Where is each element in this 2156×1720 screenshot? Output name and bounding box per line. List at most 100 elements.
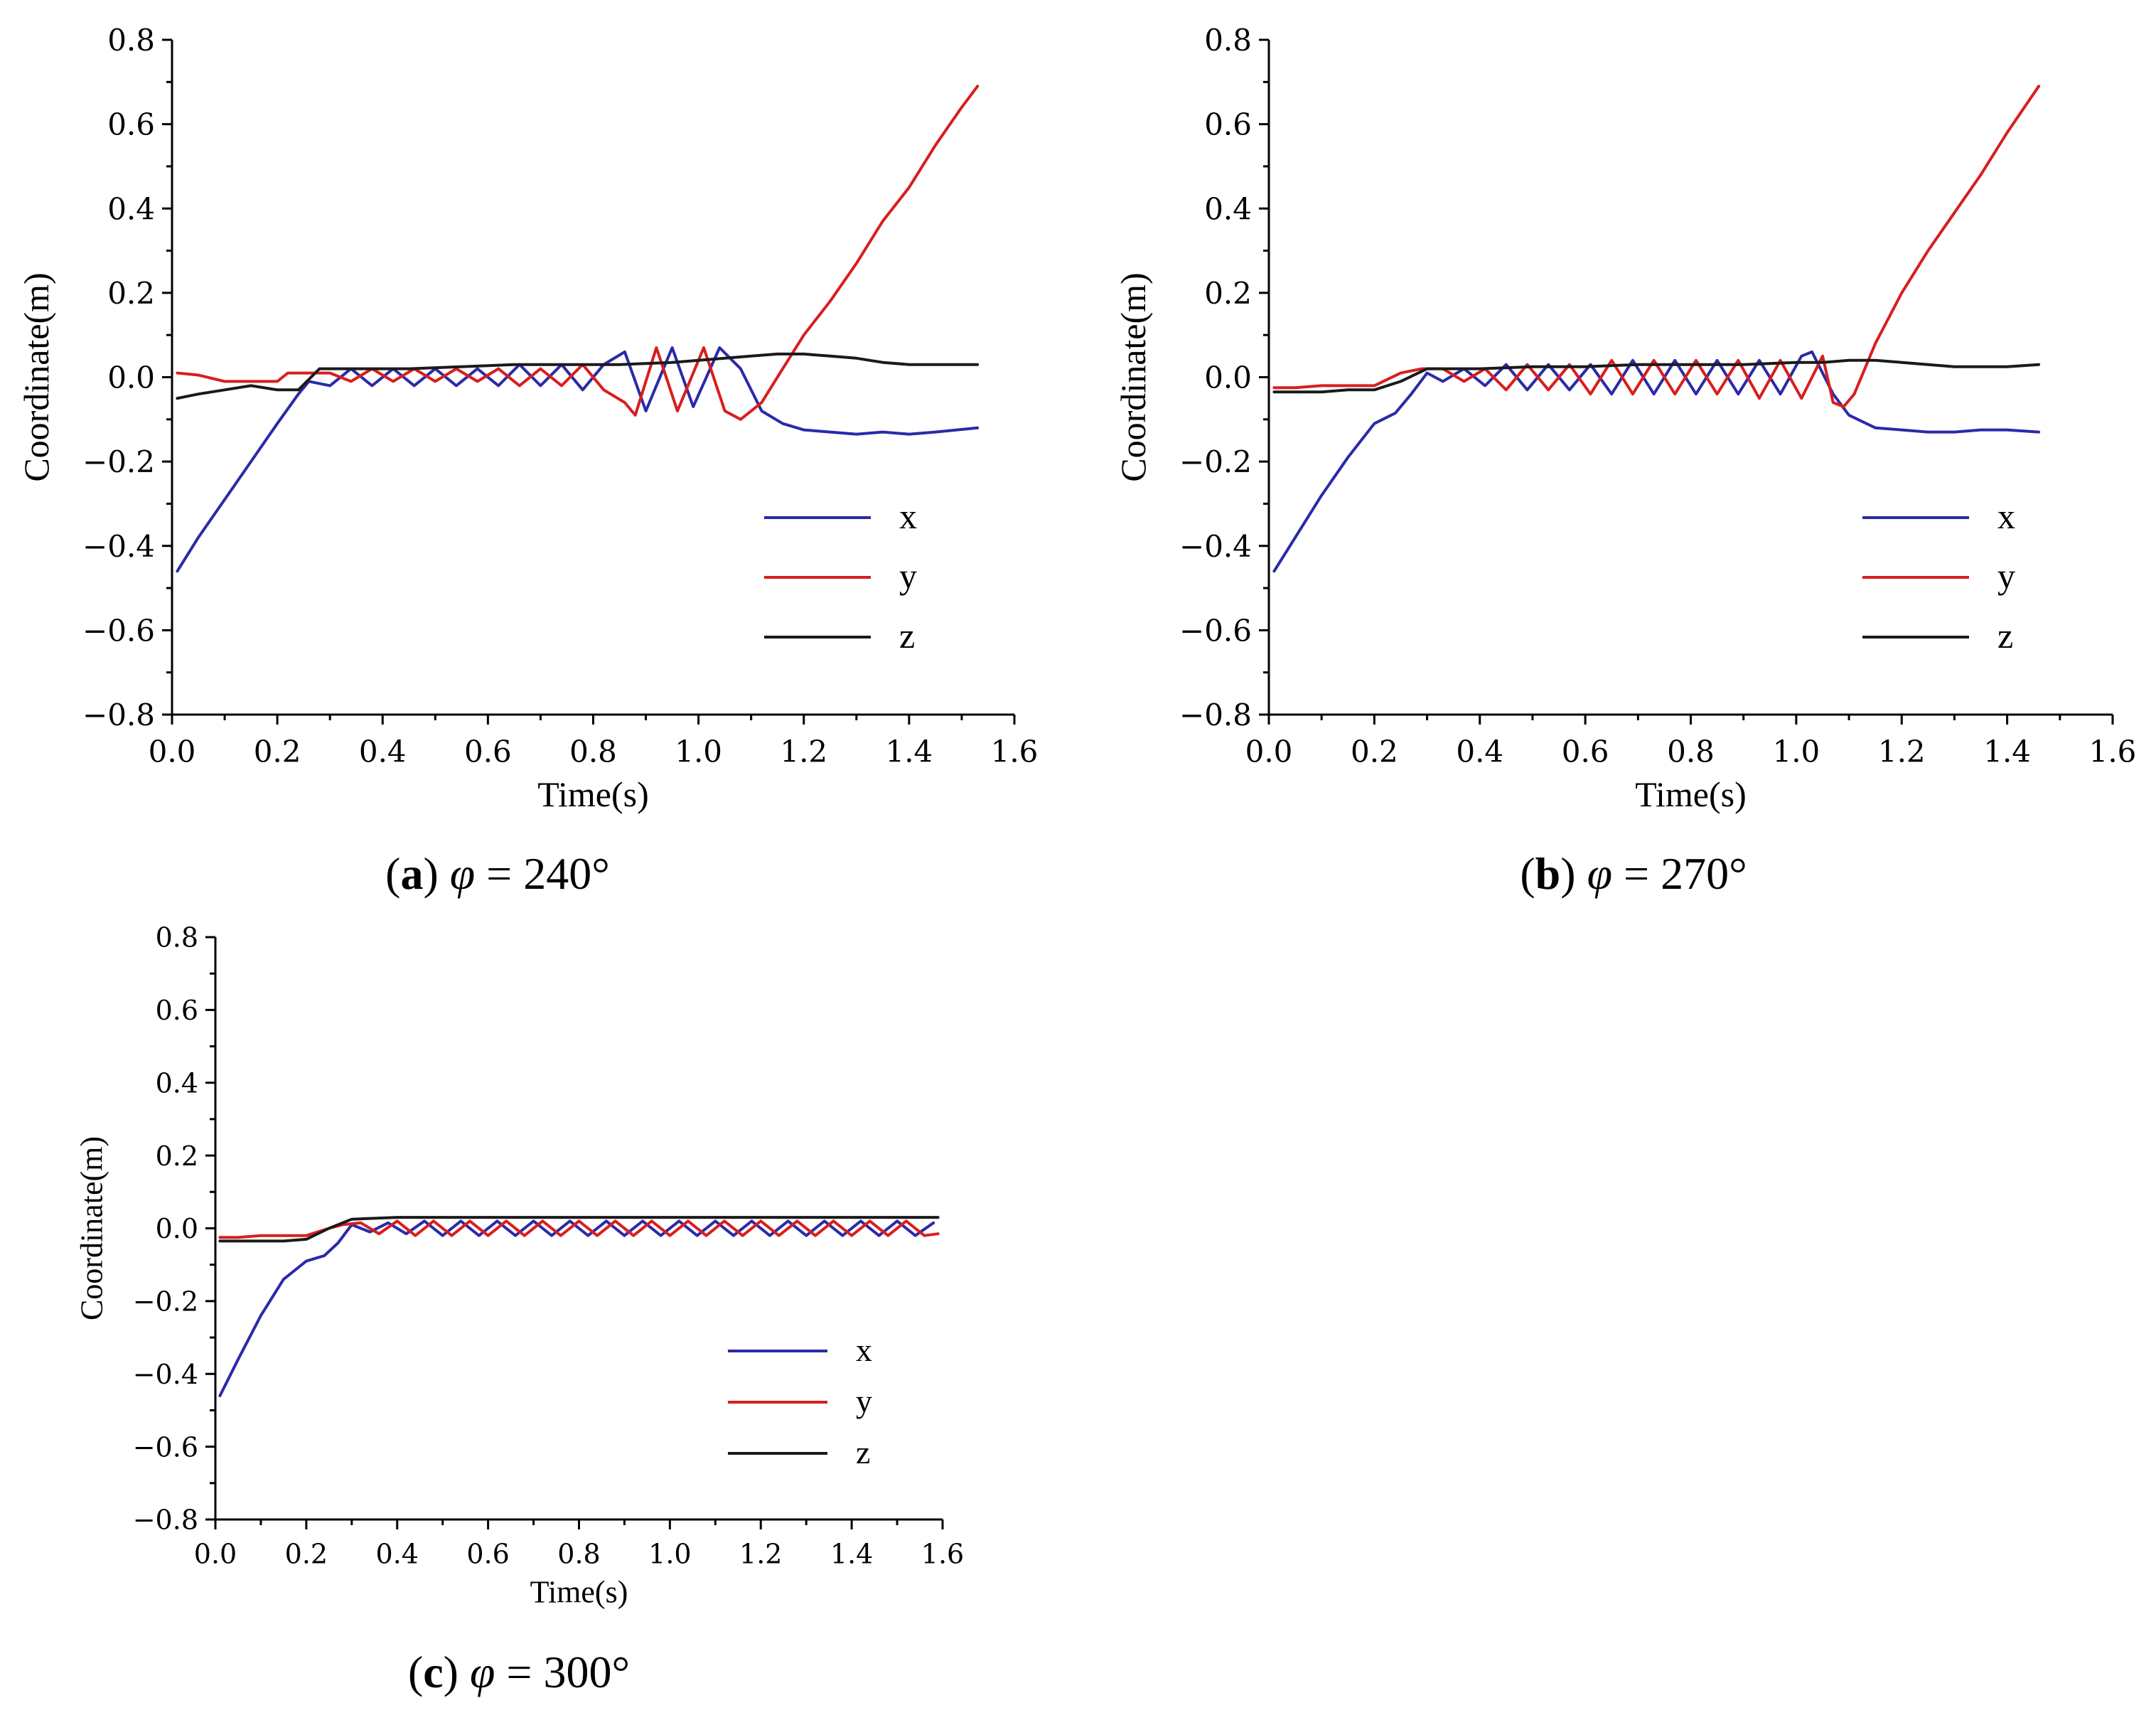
panel-c-caption-letter: c xyxy=(423,1647,443,1697)
panel-c-y-tick-label: −0.2 xyxy=(133,1286,198,1318)
panel-c-y-tick-label: 0.6 xyxy=(156,995,198,1026)
panel-b-x-tick-label: 0.4 xyxy=(1456,735,1503,769)
panel-a-y-tick-label: −0.6 xyxy=(82,613,155,648)
panel-a-caption-phi: φ xyxy=(450,848,475,899)
panel-a-y-tick-label: −0.4 xyxy=(82,529,155,564)
panel-c-caption-value: 300° xyxy=(543,1647,630,1697)
panel-b-legend-label-y: y xyxy=(1997,556,2015,596)
panel-b-x-tick-label: 1.6 xyxy=(2089,735,2137,769)
panel-c-legend-label-x: x xyxy=(856,1332,872,1368)
panel-a-y-tick-label: 0.6 xyxy=(107,107,155,142)
panel-c-x-tick-label: 0.0 xyxy=(194,1539,237,1570)
panel-c: 0.80.60.40.20.0−0.2−0.4−0.6−0.8 0.0 0.2 0.… xyxy=(75,922,965,1697)
panel-a-y-tick-label: 0.4 xyxy=(107,191,155,226)
panel-b-series xyxy=(1272,85,2041,573)
panel-a-legend-label-z: z xyxy=(899,616,915,656)
panel-c-legend-label-z: z xyxy=(856,1434,870,1470)
panel-c-y-tick-label: −0.4 xyxy=(133,1359,198,1390)
panel-b-caption: (b) φ = 270° xyxy=(1520,848,1747,899)
panel-b-x-tick-label: 0.8 xyxy=(1667,735,1715,769)
panel-a-y-tick-label: 0.0 xyxy=(107,360,155,395)
panel-c-x-tick-label: 1.2 xyxy=(739,1539,782,1570)
panel-b-y-tick-label: 0.4 xyxy=(1204,191,1252,226)
panel-a-x-tick-label: 1.0 xyxy=(675,735,722,769)
panel-b-caption-value: 270° xyxy=(1661,848,1747,899)
panel-b-series-z-line xyxy=(1272,358,2041,394)
panel-a-series xyxy=(176,85,980,573)
panel-c-y-ticks: 0.8 0.6 0.4 0.2 0.0 −0.2 −0.4 −0.6 −0.8 xyxy=(133,922,215,1536)
panel-a-caption: (a) φ = 240° xyxy=(385,848,610,899)
panel-c-x-tick-label: 1.4 xyxy=(830,1539,873,1570)
panel-b-y-tick-label: 0.6 xyxy=(1204,107,1252,142)
panel-c-y-axis-title: Coordinate(m) xyxy=(75,1136,109,1320)
panel-b-x-tick-label: 1.2 xyxy=(1878,735,1926,769)
panel-b-x-tick-label: 1.0 xyxy=(1772,735,1820,769)
panel-c-y-tick-label: −0.6 xyxy=(133,1431,198,1463)
panel-b-legend: x y z xyxy=(1862,496,2015,656)
panel-c-y-tick-label: 0.2 xyxy=(156,1141,198,1172)
panel-a-y-tick-label: −0.8 xyxy=(82,698,155,732)
panel-a-series-z-line xyxy=(176,352,980,400)
panel-c-legend: x y z xyxy=(728,1332,872,1470)
panel-c-caption-eq: = xyxy=(495,1647,543,1697)
panel-a-legend-label-y: y xyxy=(899,556,917,596)
panel-c-legend-label-y: y xyxy=(856,1383,872,1419)
panel-c-x-tick-label: 1.6 xyxy=(921,1539,964,1570)
panel-b-caption-letter: b xyxy=(1535,848,1561,899)
panel-b-legend-label-z: z xyxy=(1997,616,2013,656)
panel-b-x-axis-title: Time(s) xyxy=(1635,774,1747,814)
panel-b-y-tick-label: 0.8 xyxy=(1204,23,1252,58)
panel-c-x-axis-title: Time(s) xyxy=(530,1575,628,1610)
panel-b: 0.80.60.40.20.0−0.2−0.4−0.6−0.8 0.0 0.2 0.… xyxy=(1113,23,2137,899)
panel-c-series-z-line xyxy=(218,1216,940,1243)
panel-a-x-tick-label: 0.2 xyxy=(254,735,301,769)
panel-a-y-tick-label: 0.2 xyxy=(107,276,155,311)
panel-c-caption-phi: φ xyxy=(470,1647,495,1697)
panel-a-y-ticks: 0.8 0.6 0.4 0.2 0.0 −0.2 −0.4 −0.6 −0.8 xyxy=(82,23,172,732)
panel-a-x-tick-label: 1.4 xyxy=(885,735,933,769)
panel-b-series-y-line xyxy=(1272,85,2041,408)
panel-c-series-y-line xyxy=(218,1219,940,1239)
panel-c-y-tick-label: 0.4 xyxy=(156,1067,198,1099)
panel-a-caption-value: 240° xyxy=(523,848,610,899)
panel-c-series-x-line xyxy=(218,1219,935,1397)
panel-c-x-tick-label: 0.6 xyxy=(466,1539,509,1570)
panel-a-series-y-line xyxy=(176,85,980,421)
panel-a-y-tick-label: −0.2 xyxy=(82,444,155,479)
panel-a-y-tick-label: 0.8 xyxy=(107,23,155,58)
panel-c-y-tick-label: 0.0 xyxy=(156,1213,198,1244)
panel-b-legend-label-x: x xyxy=(1997,496,2015,536)
panel-c-y-tick-label: −0.8 xyxy=(133,1505,198,1536)
panel-c-x-ticks: 0.0 0.2 0.4 0.6 0.8 1.0 1.2 1.4 1.6 xyxy=(194,1519,964,1570)
panel-a-x-tick-label: 0.4 xyxy=(359,735,407,769)
panel-a-axes xyxy=(171,40,1014,716)
panel-a-x-tick-label: 0.6 xyxy=(464,735,512,769)
panel-a-caption-letter: a xyxy=(400,848,423,899)
panel-b-y-tick-label: −0.4 xyxy=(1179,529,1252,564)
panel-a-x-ticks: 0.0 0.2 0.4 0.6 0.8 1.0 1.2 1.4 1.6 xyxy=(149,715,1039,769)
panel-a-y-axis-title: Coordinate(m) xyxy=(16,272,56,481)
panel-c-x-tick-label: 0.2 xyxy=(285,1539,328,1570)
panel-a-x-tick-label: 1.6 xyxy=(991,735,1039,769)
panel-a: 0.80.60.40.20.0−0.2−0.4−0.6−0.8 0.0 0.2 0.… xyxy=(16,23,1039,899)
panel-b-y-tick-label: 0.2 xyxy=(1204,276,1252,311)
panel-b-y-tick-label: −0.2 xyxy=(1179,444,1252,479)
panel-c-y-tick-label: 0.8 xyxy=(156,922,198,954)
panel-c-x-tick-label: 0.8 xyxy=(557,1539,600,1570)
panel-c-caption: (c) φ = 300° xyxy=(408,1647,630,1697)
panel-a-legend: x y z xyxy=(764,496,917,656)
panel-a-x-tick-label: 1.2 xyxy=(780,735,827,769)
panel-a-x-tick-label: 0.0 xyxy=(149,735,196,769)
panel-b-y-tick-label: 0.0 xyxy=(1204,360,1252,395)
panel-c-x-tick-label: 0.4 xyxy=(376,1539,419,1570)
panel-a-caption-eq: = xyxy=(475,848,523,899)
panel-a-series-x-line xyxy=(176,346,980,573)
panel-b-y-tick-label: −0.8 xyxy=(1179,698,1252,732)
panel-b-y-axis-title: Coordinate(m) xyxy=(1113,272,1153,481)
panel-b-y-tick-label: −0.6 xyxy=(1179,613,1252,648)
panel-c-axes xyxy=(214,937,943,1521)
panel-b-x-tick-label: 0.0 xyxy=(1245,735,1293,769)
panel-a-x-axis-title: Time(s) xyxy=(537,774,649,814)
panel-b-caption-phi: φ xyxy=(1587,848,1612,899)
